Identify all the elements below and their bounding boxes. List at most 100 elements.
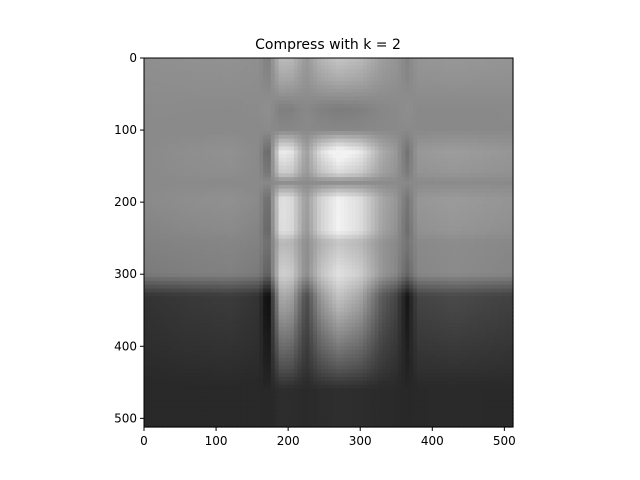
heatmap-cell — [420, 200, 426, 205]
heatmap-cell — [436, 134, 441, 140]
heatmap-cell — [186, 230, 191, 236]
heatmap-cell — [409, 219, 414, 224]
heatmap-cell — [263, 58, 268, 63]
heatmap-cell — [459, 246, 464, 251]
heatmap-cell — [209, 111, 214, 117]
heatmap-cell — [220, 173, 226, 178]
heatmap-cell — [390, 238, 395, 244]
heatmap-cell — [482, 134, 487, 140]
heatmap-cell — [343, 223, 349, 228]
heatmap-cell — [228, 173, 233, 178]
heatmap-cell — [332, 204, 337, 209]
heatmap-cell — [470, 200, 476, 205]
heatmap-cell — [466, 96, 472, 101]
heatmap-cell — [247, 115, 253, 121]
heatmap-cell — [316, 242, 322, 247]
heatmap-cell — [420, 188, 426, 194]
heatmap-cell — [355, 238, 360, 244]
heatmap-cell — [297, 127, 303, 132]
heatmap-cell — [278, 123, 283, 128]
heatmap-cell — [251, 238, 257, 244]
heatmap-cell — [451, 204, 456, 209]
heatmap-cell — [320, 230, 326, 236]
heatmap-cell — [313, 150, 318, 155]
heatmap-cell — [167, 138, 172, 144]
heatmap-cell — [305, 184, 310, 190]
heatmap-cell — [236, 81, 241, 86]
heatmap-cell — [213, 223, 218, 228]
heatmap-cell — [167, 165, 172, 171]
heatmap-cell — [332, 119, 337, 124]
heatmap-cell — [251, 150, 257, 155]
heatmap-cell — [336, 161, 341, 167]
heatmap-cell — [324, 157, 330, 163]
heatmap-cell — [324, 69, 330, 74]
heatmap-cell — [263, 238, 268, 244]
heatmap-cell — [501, 204, 506, 209]
heatmap-cell — [370, 92, 376, 98]
heatmap-cell — [347, 215, 353, 221]
heatmap-cell — [278, 219, 283, 224]
heatmap-cell — [320, 250, 326, 255]
heatmap-cell — [182, 138, 187, 144]
heatmap-cell — [320, 219, 326, 224]
heatmap-cell — [497, 188, 503, 194]
heatmap-cell — [228, 61, 233, 67]
heatmap-cell — [347, 142, 353, 147]
heatmap-cell — [278, 142, 283, 147]
heatmap-cell — [313, 111, 318, 117]
heatmap-cell — [240, 115, 245, 121]
heatmap-cell — [447, 242, 453, 247]
heatmap-cell — [459, 250, 464, 255]
heatmap-cell — [305, 246, 310, 251]
heatmap-cell — [439, 242, 445, 247]
heatmap-cell — [428, 81, 433, 86]
heatmap-cell — [347, 127, 353, 132]
heatmap-cell — [320, 138, 326, 144]
heatmap-cell — [267, 169, 272, 174]
heatmap-cell — [324, 77, 330, 82]
heatmap-cell — [170, 119, 176, 124]
heatmap-cell — [182, 150, 187, 155]
heatmap-cell — [432, 81, 437, 86]
heatmap-cell — [228, 88, 233, 94]
heatmap-cell — [320, 254, 326, 259]
heatmap-cell — [193, 81, 199, 86]
heatmap-cell — [359, 246, 364, 251]
heatmap-cell — [240, 254, 245, 259]
heatmap-cell — [324, 81, 330, 86]
heatmap-cell — [297, 77, 303, 82]
heatmap-cell — [213, 92, 218, 98]
heatmap-cell — [378, 69, 383, 74]
heatmap-cell — [190, 204, 195, 209]
heatmap-cell — [447, 188, 453, 194]
heatmap-cell — [186, 246, 191, 251]
heatmap-cell — [424, 188, 430, 194]
heatmap-cell — [247, 61, 253, 67]
heatmap-cell — [282, 246, 287, 251]
heatmap-cell — [320, 184, 326, 190]
heatmap-cell — [420, 119, 426, 124]
heatmap-cell — [405, 58, 410, 63]
heatmap-cell — [267, 92, 272, 98]
heatmap-cell — [363, 207, 368, 213]
heatmap-cell — [151, 242, 157, 247]
heatmap-cell — [397, 169, 403, 174]
heatmap-cell — [305, 96, 310, 101]
heatmap-cell — [155, 61, 160, 67]
heatmap-cell — [501, 169, 506, 174]
heatmap-cell — [439, 204, 445, 209]
heatmap-cell — [228, 165, 233, 171]
heatmap-cell — [259, 181, 264, 186]
heatmap-cell — [466, 134, 472, 140]
heatmap-cell — [255, 234, 260, 240]
heatmap-cell — [324, 61, 330, 67]
heatmap-cell — [509, 100, 514, 105]
heatmap-cell — [301, 111, 307, 117]
heatmap-cell — [447, 227, 453, 232]
heatmap-cell — [286, 219, 291, 224]
heatmap-cell — [347, 246, 353, 251]
heatmap-cell — [182, 154, 187, 159]
heatmap-cell — [432, 165, 437, 171]
heatmap-cell — [267, 173, 272, 178]
